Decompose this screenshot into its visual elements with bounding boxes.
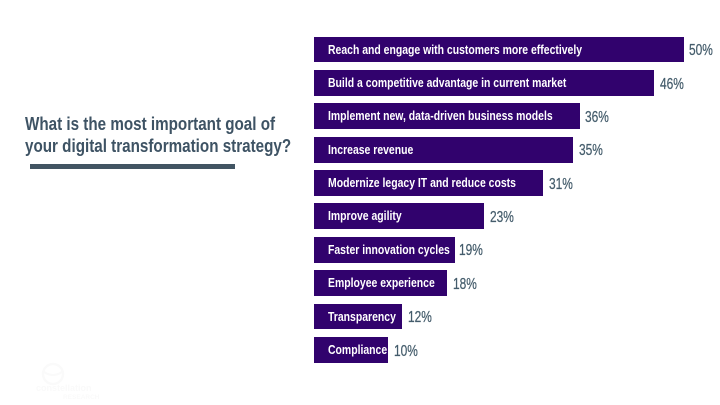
svg-text:constellation: constellation [36, 383, 92, 393]
svg-text:RESEARCH: RESEARCH [63, 394, 100, 401]
